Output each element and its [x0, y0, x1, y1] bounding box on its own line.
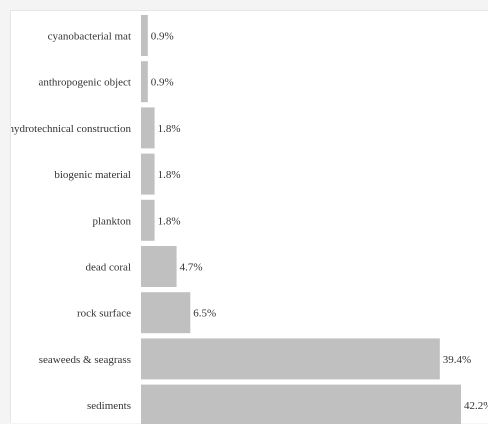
bar-7 [141, 338, 440, 380]
category-label: cyanobacterial mat [48, 31, 131, 43]
bar-8 [141, 384, 461, 424]
bar-chart: cyanobacterial mat 0.9% anthropogenic obje… [11, 15, 488, 424]
value-label: 4.7% [180, 262, 203, 274]
category-label: sediments [87, 400, 131, 412]
value-label: 1.8% [158, 123, 181, 135]
category-label: anthropogenic object [38, 77, 131, 89]
value-label: 6.5% [193, 308, 216, 320]
category-label: hydrotechnical construction [11, 123, 131, 135]
chart-frame: cyanobacterial mat 0.9% anthropogenic obje… [10, 10, 488, 424]
bar-5 [141, 246, 177, 287]
category-label: seaweeds & seagrass [39, 354, 131, 366]
category-label: rock surface [77, 308, 131, 320]
value-label: 39.4% [443, 354, 471, 366]
bar-1 [141, 61, 148, 103]
bar-0 [141, 15, 148, 56]
value-label: 42.2% [464, 400, 488, 412]
category-label: dead coral [86, 262, 132, 274]
bar-4 [141, 199, 155, 241]
category-label: plankton [93, 215, 132, 227]
bar-3 [141, 153, 155, 195]
value-label: 1.8% [158, 169, 181, 181]
category-label: biogenic material [54, 169, 131, 181]
value-label: 1.8% [158, 215, 181, 227]
value-label: 0.9% [151, 77, 174, 89]
bar-2 [141, 107, 155, 149]
bar-6 [141, 292, 191, 334]
value-label: 0.9% [151, 31, 174, 43]
